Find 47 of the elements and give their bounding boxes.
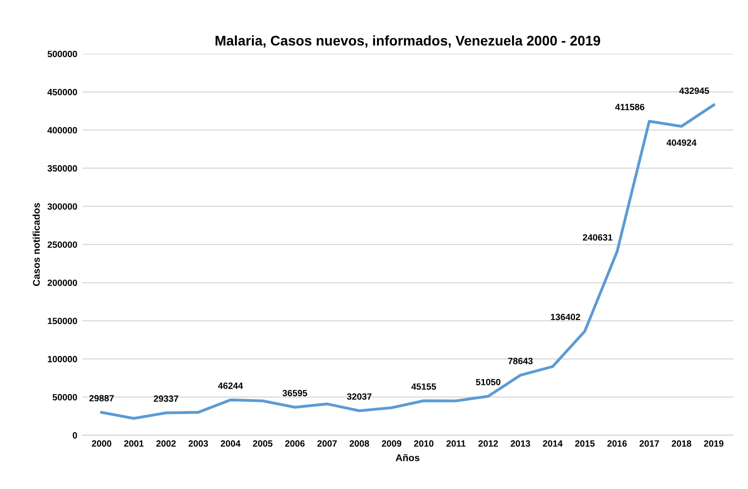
x-tick-label: 2011 <box>446 440 466 447</box>
x-tick-label: 2019 <box>704 440 724 447</box>
data-label: 29337 <box>154 395 178 402</box>
data-label: 78643 <box>508 358 533 364</box>
x-tick-label: 2008 <box>350 440 370 447</box>
data-label: 51050 <box>476 378 500 386</box>
data-label: 29887 <box>89 394 114 402</box>
x-tick-label: 2016 <box>607 440 627 447</box>
y-tick-label: 500000 <box>48 50 78 58</box>
y-tick-label: 300000 <box>48 203 78 210</box>
x-tick-label: 2015 <box>575 440 595 447</box>
y-tick-label: 450000 <box>47 88 78 96</box>
x-tick-label: 2010 <box>414 440 434 447</box>
data-label: 240631 <box>582 234 612 241</box>
y-tick-label: 250000 <box>48 241 78 248</box>
x-axis-title: Años <box>396 454 420 462</box>
data-label: 404924 <box>666 139 697 146</box>
y-tick-label: 350000 <box>48 165 78 172</box>
y-tick-label: 200000 <box>48 280 78 286</box>
y-tick-label: 0 <box>72 432 78 439</box>
x-tick-label: 2012 <box>478 440 498 447</box>
data-label: 36595 <box>282 390 308 396</box>
chart-title: Malaria, Casos nuevos, informados, Venezuela 2000 - 2019 <box>216 35 600 48</box>
x-tick-label: 2005 <box>252 440 272 447</box>
y-tick-label: 50000 <box>52 394 78 400</box>
y-tick-label: 150000 <box>48 318 78 324</box>
x-tick-label: 2004 <box>220 440 240 447</box>
y-tick-label: 100000 <box>48 356 78 362</box>
data-label: 136402 <box>550 314 580 320</box>
x-tick-label: 2000 <box>92 440 112 447</box>
x-tick-label: 2017 <box>640 440 659 447</box>
data-label: 45155 <box>411 383 436 390</box>
x-tick-label: 2014 <box>542 440 563 447</box>
x-tick-label: 2013 <box>510 440 530 447</box>
data-label: 411586 <box>615 104 644 110</box>
x-tick-label: 2009 <box>382 440 402 447</box>
x-tick-label: 2002 <box>156 440 176 447</box>
data-label: 432945 <box>679 88 710 94</box>
data-label: 32037 <box>346 393 372 400</box>
x-tick-label: 2003 <box>188 440 208 447</box>
x-tick-label: 2018 <box>672 440 692 447</box>
x-tick-label: 2007 <box>317 440 337 447</box>
x-tick-label: 2006 <box>285 440 305 447</box>
y-axis-title: Casos notificados <box>32 203 40 286</box>
x-tick-label: 2001 <box>124 440 144 447</box>
y-tick-label: 400000 <box>47 127 78 134</box>
data-label: 46244 <box>218 382 243 389</box>
